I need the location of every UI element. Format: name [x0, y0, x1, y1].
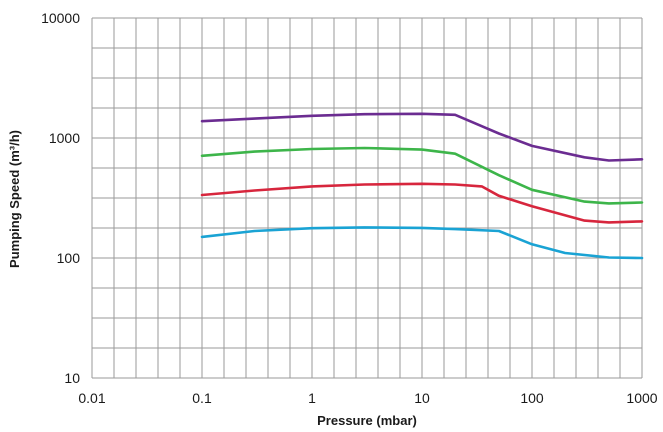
x-tick-label: 0.01	[78, 390, 105, 406]
y-tick-label: 10000	[41, 10, 80, 26]
x-tick-label: 10	[414, 390, 430, 406]
y-axis-title: Pumping Speed (m³/h)	[7, 130, 22, 268]
series-line-3	[200, 182, 644, 224]
grid	[91, 17, 643, 379]
x-tick-label: 0.1	[192, 390, 212, 406]
series-group	[200, 112, 644, 260]
x-tick-label: 100	[520, 390, 544, 406]
series-line-2	[200, 146, 644, 205]
x-tick-label: 1	[308, 390, 316, 406]
x-axis-title: Pressure (mbar)	[317, 413, 417, 428]
tick-labels: 0.01 0.1 1 10 100 1000 10 100 1000 10000	[41, 10, 658, 406]
y-tick-label: 1000	[49, 130, 80, 146]
y-tick-label: 100	[57, 250, 81, 266]
y-tick-label: 10	[64, 370, 80, 386]
series-line-1	[200, 112, 644, 162]
x-tick-label: 1000	[626, 390, 657, 406]
series-line-4	[200, 226, 644, 260]
